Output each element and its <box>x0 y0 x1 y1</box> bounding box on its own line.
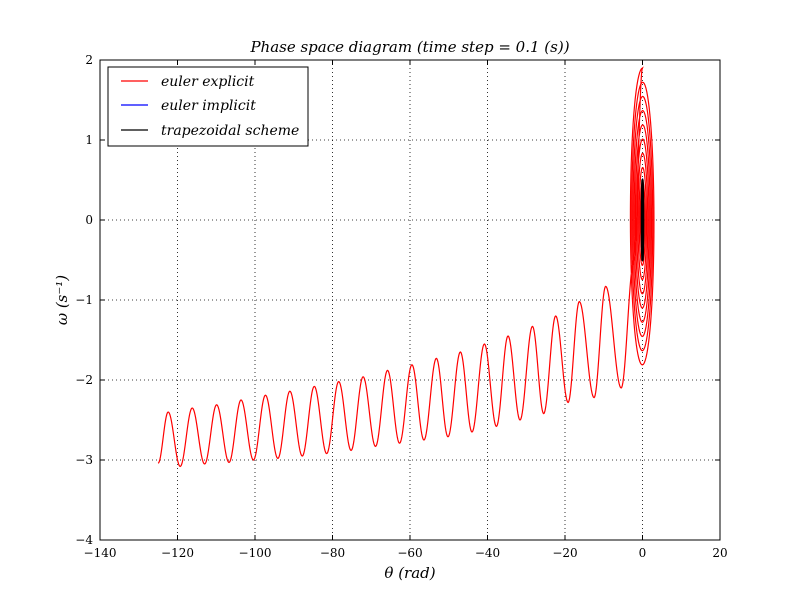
x-tick-label: −20 <box>552 546 577 560</box>
legend-label-trapezoidal-scheme: trapezoidal scheme <box>161 123 299 139</box>
y-tick-label: 1 <box>85 133 93 147</box>
plot-area <box>157 66 655 468</box>
y-tick-label: −2 <box>75 373 93 387</box>
series-euler-explicit <box>157 66 655 468</box>
x-tick-label: −140 <box>84 546 117 560</box>
y-axis-label: ω (s⁻¹) <box>53 275 71 325</box>
x-tick-label: −40 <box>475 546 500 560</box>
y-tick-label: −1 <box>75 293 93 307</box>
chart-title: Phase space diagram (time step = 0.1 (s)… <box>249 38 569 56</box>
x-axis-label: θ (rad) <box>384 564 435 582</box>
legend-label-euler-explicit: euler explicit <box>161 74 255 90</box>
ticks: −140 −120 −100 −80 −60 −40 −20 0 20 −4 −3 −2 −1 0 1 2 <box>75 53 727 560</box>
x-tick-label: 20 <box>712 546 727 560</box>
x-tick-label: −80 <box>320 546 345 560</box>
x-tick-label: −120 <box>161 546 194 560</box>
x-tick-label: 0 <box>639 546 647 560</box>
x-tick-label: −100 <box>239 546 272 560</box>
y-tick-label: 2 <box>85 53 93 67</box>
legend-entry-euler-explicit: euler explicit <box>121 74 255 90</box>
y-tick-label: −3 <box>75 453 93 467</box>
y-tick-label: −4 <box>75 533 93 547</box>
legend-box <box>107 66 309 147</box>
y-tick-label: 0 <box>85 213 93 227</box>
legend-entry-trapezoidal-scheme: trapezoidal scheme <box>121 123 299 139</box>
grid <box>100 60 720 540</box>
legend-label-euler-implicit: euler implicit <box>161 98 256 114</box>
legend-entry-euler-implicit: euler implicit <box>121 98 256 114</box>
x-tick-label: −60 <box>397 546 422 560</box>
legend: euler explicit euler implicit trapezoida… <box>107 66 309 147</box>
series-trapezoidal-scheme <box>640 178 645 262</box>
